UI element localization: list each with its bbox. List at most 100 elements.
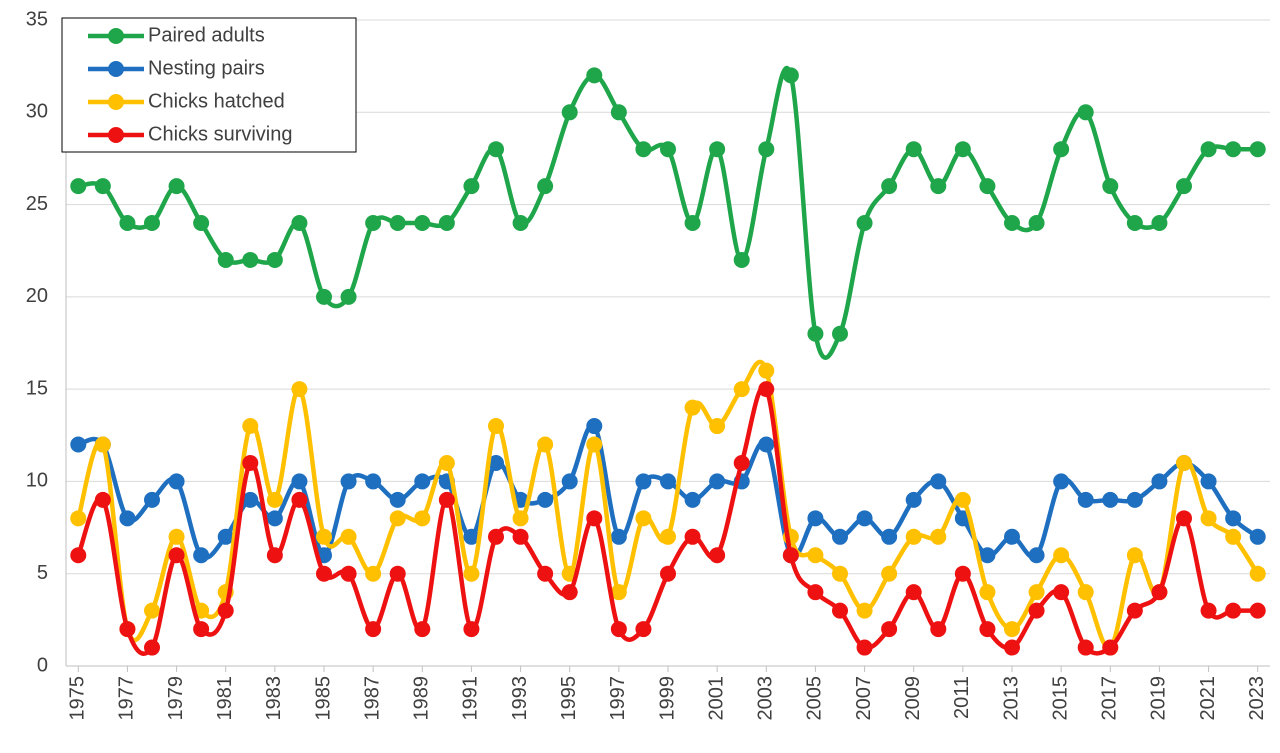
- point: [881, 565, 898, 582]
- x-tick-label: 2011: [951, 676, 973, 719]
- point: [930, 528, 947, 545]
- point: [832, 565, 848, 582]
- y-tick-label: 30: [26, 101, 48, 123]
- point: [537, 565, 554, 582]
- point: [1053, 547, 1070, 564]
- point: [954, 141, 971, 158]
- point: [512, 215, 529, 232]
- point: [70, 510, 87, 527]
- point: [635, 621, 652, 638]
- point: [1004, 215, 1020, 232]
- point: [463, 178, 480, 195]
- point: [94, 178, 111, 195]
- y-tick-label: 25: [26, 193, 48, 215]
- point: [586, 418, 603, 435]
- point: [782, 67, 799, 84]
- point: [537, 178, 554, 195]
- point: [537, 491, 554, 508]
- point: [316, 528, 332, 545]
- point: [1102, 639, 1119, 656]
- point: [561, 104, 578, 121]
- point: [144, 602, 160, 619]
- point: [488, 141, 504, 158]
- point: [365, 473, 382, 490]
- point: [414, 510, 431, 527]
- legend-label: Chicks hatched: [148, 90, 285, 112]
- point: [217, 602, 234, 619]
- point: [709, 141, 726, 158]
- point: [660, 141, 676, 158]
- point: [660, 565, 676, 582]
- x-tick-label: 1987: [361, 676, 383, 721]
- point: [463, 565, 480, 582]
- point: [660, 473, 676, 490]
- legend-label: Paired adults: [148, 24, 265, 46]
- point: [193, 621, 210, 638]
- point: [1053, 141, 1070, 158]
- point: [807, 547, 824, 564]
- point: [266, 547, 283, 564]
- point: [905, 584, 922, 601]
- point: [610, 584, 627, 601]
- point: [1077, 104, 1094, 121]
- point: [365, 215, 382, 232]
- point: [684, 215, 701, 232]
- series: [70, 65, 1266, 360]
- point: [930, 473, 947, 490]
- point: [537, 436, 554, 453]
- point: [1151, 473, 1168, 490]
- point: [70, 547, 87, 564]
- x-tick-label: 1981: [214, 676, 236, 721]
- point: [1077, 639, 1094, 656]
- point: [438, 454, 455, 471]
- point: [1249, 602, 1266, 619]
- point: [1225, 510, 1242, 527]
- point: [684, 399, 701, 416]
- point: [242, 418, 259, 435]
- x-tick-label: 1985: [312, 676, 334, 721]
- point: [70, 178, 87, 195]
- point: [832, 325, 848, 342]
- point: [930, 178, 947, 195]
- point: [365, 565, 382, 582]
- point: [316, 565, 332, 582]
- point: [266, 510, 283, 527]
- point: [193, 547, 210, 564]
- point: [291, 473, 308, 490]
- point: [389, 510, 406, 527]
- point: [1225, 141, 1242, 158]
- point: [340, 288, 357, 305]
- y-tick-label: 5: [37, 562, 48, 584]
- x-tick-label: 2021: [1197, 676, 1219, 721]
- point: [610, 104, 627, 121]
- point: [1077, 491, 1094, 508]
- point: [586, 67, 603, 84]
- point: [1126, 491, 1143, 508]
- point: [340, 528, 357, 545]
- point: [168, 547, 185, 564]
- point: [1249, 141, 1266, 158]
- point: [316, 288, 332, 305]
- series: [70, 418, 1266, 564]
- x-tick-label: 2001: [705, 676, 727, 721]
- point: [291, 491, 308, 508]
- point: [733, 454, 750, 471]
- point: [414, 621, 431, 638]
- x-tick-label: 2005: [804, 676, 826, 721]
- y-tick-label: 15: [26, 377, 48, 399]
- point: [635, 510, 652, 527]
- point: [119, 621, 136, 638]
- point: [610, 621, 627, 638]
- series: [70, 381, 1266, 656]
- point: [709, 547, 726, 564]
- point: [266, 491, 283, 508]
- x-tick-label: 2007: [853, 676, 875, 721]
- point: [561, 473, 578, 490]
- x-tick-label: 2013: [1000, 676, 1022, 721]
- point: [1004, 639, 1020, 656]
- point: [438, 491, 455, 508]
- point: [144, 215, 160, 232]
- point: [1004, 528, 1020, 545]
- point: [1028, 215, 1045, 232]
- x-tick-label: 1997: [607, 676, 629, 721]
